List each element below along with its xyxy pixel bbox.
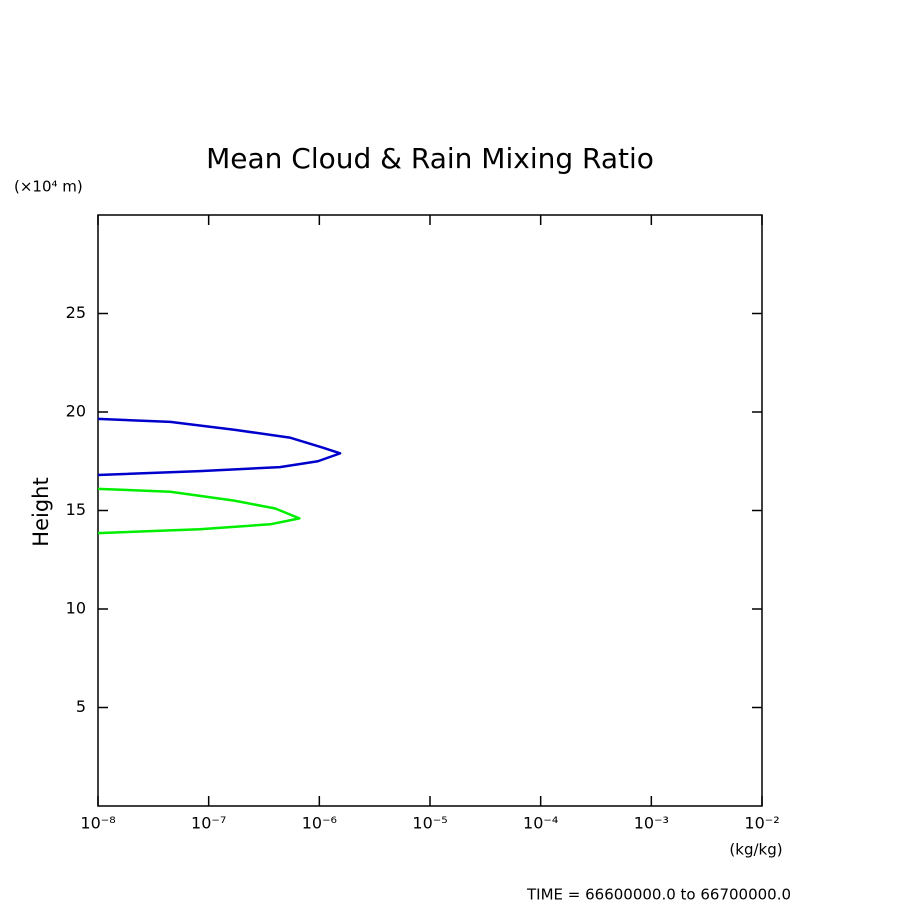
- y-tick-label: 25: [66, 303, 86, 322]
- y-tick-label: 10: [66, 599, 86, 618]
- y-axis-label: Height: [29, 477, 53, 546]
- x-tick-label: 10⁻⁷: [191, 814, 226, 833]
- x-unit-label: (kg/kg): [729, 841, 782, 859]
- chart-title: Mean Cloud & Rain Mixing Ratio: [206, 142, 654, 175]
- footer: TIME = 66600000.0 to 66700000.0: [526, 886, 791, 904]
- plot-frame: [97, 214, 763, 807]
- x-tick-label: 10⁻⁴: [523, 814, 558, 833]
- x-tick-label: 10⁻⁶: [302, 814, 337, 833]
- x-tick-label: 10⁻⁸: [80, 814, 115, 833]
- profile-line: [97, 487, 301, 535]
- y-tick-label: 5: [76, 697, 86, 716]
- x-tick-label: 10⁻⁵: [412, 814, 447, 833]
- profile-line: [97, 417, 342, 477]
- x-tick-label: 10⁻²: [744, 814, 779, 833]
- x-tick-label: 10⁻³: [634, 814, 669, 833]
- y-unit-label: (×10⁴ m): [14, 178, 83, 196]
- y-tick-label: 15: [66, 500, 86, 519]
- y-tick-label: 20: [66, 402, 86, 421]
